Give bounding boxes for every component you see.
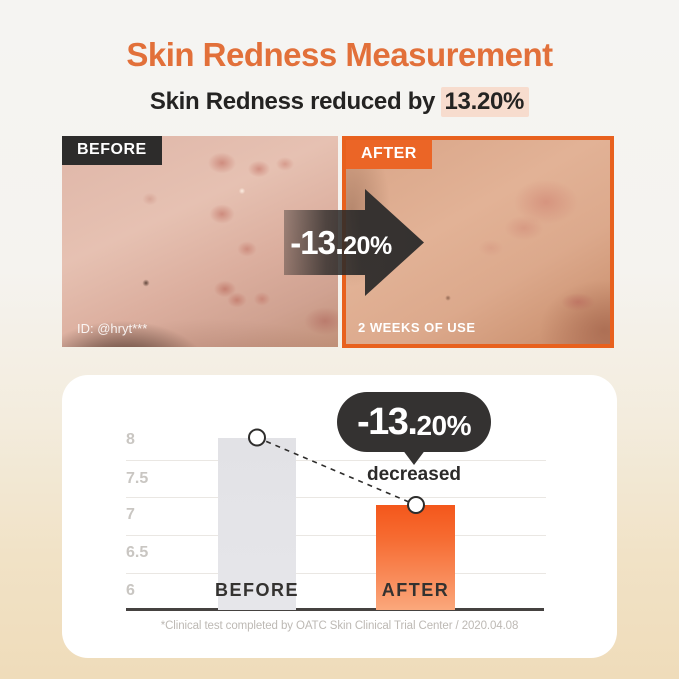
- after-marker-icon: [407, 496, 425, 514]
- reduction-bubble: -13. 20%: [337, 392, 491, 452]
- bar-before: [218, 437, 296, 610]
- bubble-value-sub: 20%: [416, 410, 472, 441]
- before-marker-icon: [248, 428, 266, 447]
- decreased-caption: decreased: [366, 464, 461, 485]
- arrow-value: -13. 20%: [284, 189, 398, 296]
- y-tick-6-5: 6.5: [126, 544, 149, 561]
- gridline: [126, 573, 546, 574]
- clinical-footnote: *Clinical test completed by OATC Skin Cl…: [160, 620, 519, 632]
- x-label-before: BEFORE: [214, 580, 299, 600]
- gridline: [126, 497, 546, 498]
- bar-after: [376, 505, 455, 610]
- reduction-arrow: -13. 20%: [284, 189, 424, 296]
- before-badge: BEFORE: [62, 136, 162, 165]
- subtitle: Skin Redness reduced by 13.20%: [0, 87, 679, 117]
- y-tick-7: 7: [126, 506, 135, 523]
- trend-connector: [248, 428, 425, 514]
- x-axis-line: [126, 608, 544, 611]
- arrow-shape-icon: [284, 189, 424, 296]
- arrow-value-sub: 20%: [343, 231, 392, 260]
- x-label-after: AFTER: [381, 580, 450, 600]
- y-tick-8: 8: [126, 431, 135, 448]
- gridline: [126, 535, 546, 536]
- page-title: Skin Redness Measurement: [126, 36, 553, 73]
- after-badge: AFTER: [346, 140, 432, 169]
- gridline: [126, 460, 546, 461]
- subtitle-highlight-value: 13.20%: [441, 87, 530, 117]
- duration-caption: 2 WEEKS OF USE: [358, 320, 476, 335]
- y-tick-7-5: 7.5: [126, 470, 149, 487]
- bubble-tail-icon: [402, 449, 426, 465]
- subtitle-text: Skin Redness reduced by: [149, 88, 442, 115]
- chart-card: 8 7.5 7 6.5 6 -13. 20% decreased BEFORE A…: [62, 375, 617, 658]
- user-id-label: ID: @hryt***: [77, 321, 148, 336]
- arrow-value-main: -13.: [290, 223, 344, 261]
- y-tick-6: 6: [126, 582, 135, 599]
- bubble-value-main: -13.: [356, 400, 418, 443]
